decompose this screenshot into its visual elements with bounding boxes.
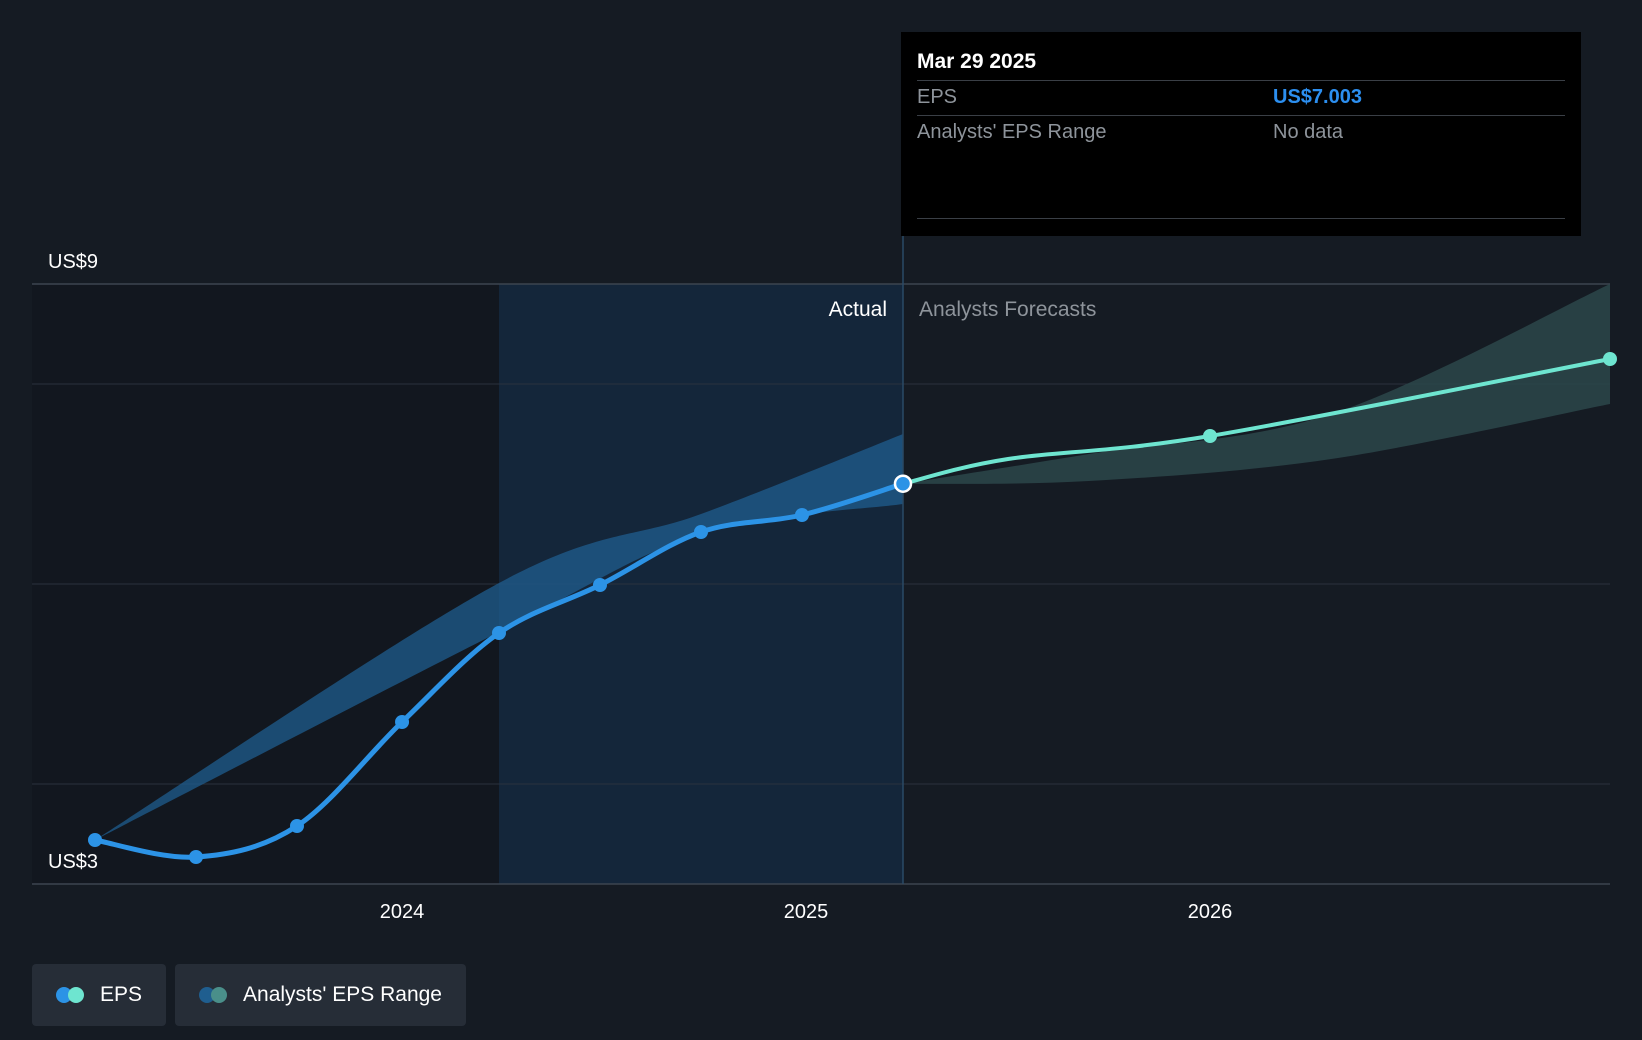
legend-eps-dot-b (68, 987, 84, 1003)
y-label-bottom: US$3 (48, 851, 98, 873)
legend: EPS Analysts' EPS Range (32, 964, 466, 1026)
eps-dots-icon (56, 987, 86, 1003)
legend-item-eps[interactable]: EPS (32, 964, 167, 1026)
forecast-label: Analysts Forecasts (919, 298, 1096, 321)
tooltip-row-range: Analysts' EPS Range No data (917, 115, 1565, 150)
forecast-range-area (903, 284, 1610, 484)
tooltip-range-label: Analysts' EPS Range (917, 121, 1107, 143)
eps-point (593, 578, 607, 592)
eps-point (395, 715, 410, 729)
range-dots-icon (199, 987, 229, 1003)
tooltip-divider (917, 218, 1565, 219)
legend-eps-label: EPS (100, 983, 143, 1006)
eps-point (88, 833, 102, 847)
legend-range-label: Analysts' EPS Range (243, 983, 442, 1006)
forecast-line (901, 357, 1612, 486)
eps-point (492, 626, 506, 640)
tooltip-date: Mar 29 2025 (917, 50, 1037, 73)
eps-point (795, 508, 809, 522)
x-tick-label-2026: 2026 (1188, 901, 1233, 923)
eps-range-area (95, 434, 903, 840)
forecast-point (1603, 352, 1617, 366)
tooltip-eps-value: US$7.003 (1273, 86, 1362, 108)
tooltip-row-eps: EPS US$7.003 (917, 80, 1565, 115)
legend-item-range[interactable]: Analysts' EPS Range (175, 964, 466, 1026)
eps-point (189, 850, 203, 864)
current-eps-point (893, 474, 913, 493)
actual-label: Actual (829, 298, 887, 321)
x-tick-label-2025: 2025 (784, 901, 829, 923)
y-label-top: US$9 (48, 251, 98, 273)
x-tick-label-2024: 2024 (380, 901, 425, 923)
eps-point (694, 525, 708, 539)
forecast-point (1203, 429, 1218, 443)
legend-range-dot-b (211, 987, 228, 1003)
tooltip-panel: Mar 29 2025 EPS US$7.003 Analysts' EPS R… (901, 32, 1581, 236)
tooltip-eps-label: EPS (917, 86, 958, 108)
eps-point (290, 819, 304, 833)
tooltip-range-value: No data (1273, 121, 1344, 143)
